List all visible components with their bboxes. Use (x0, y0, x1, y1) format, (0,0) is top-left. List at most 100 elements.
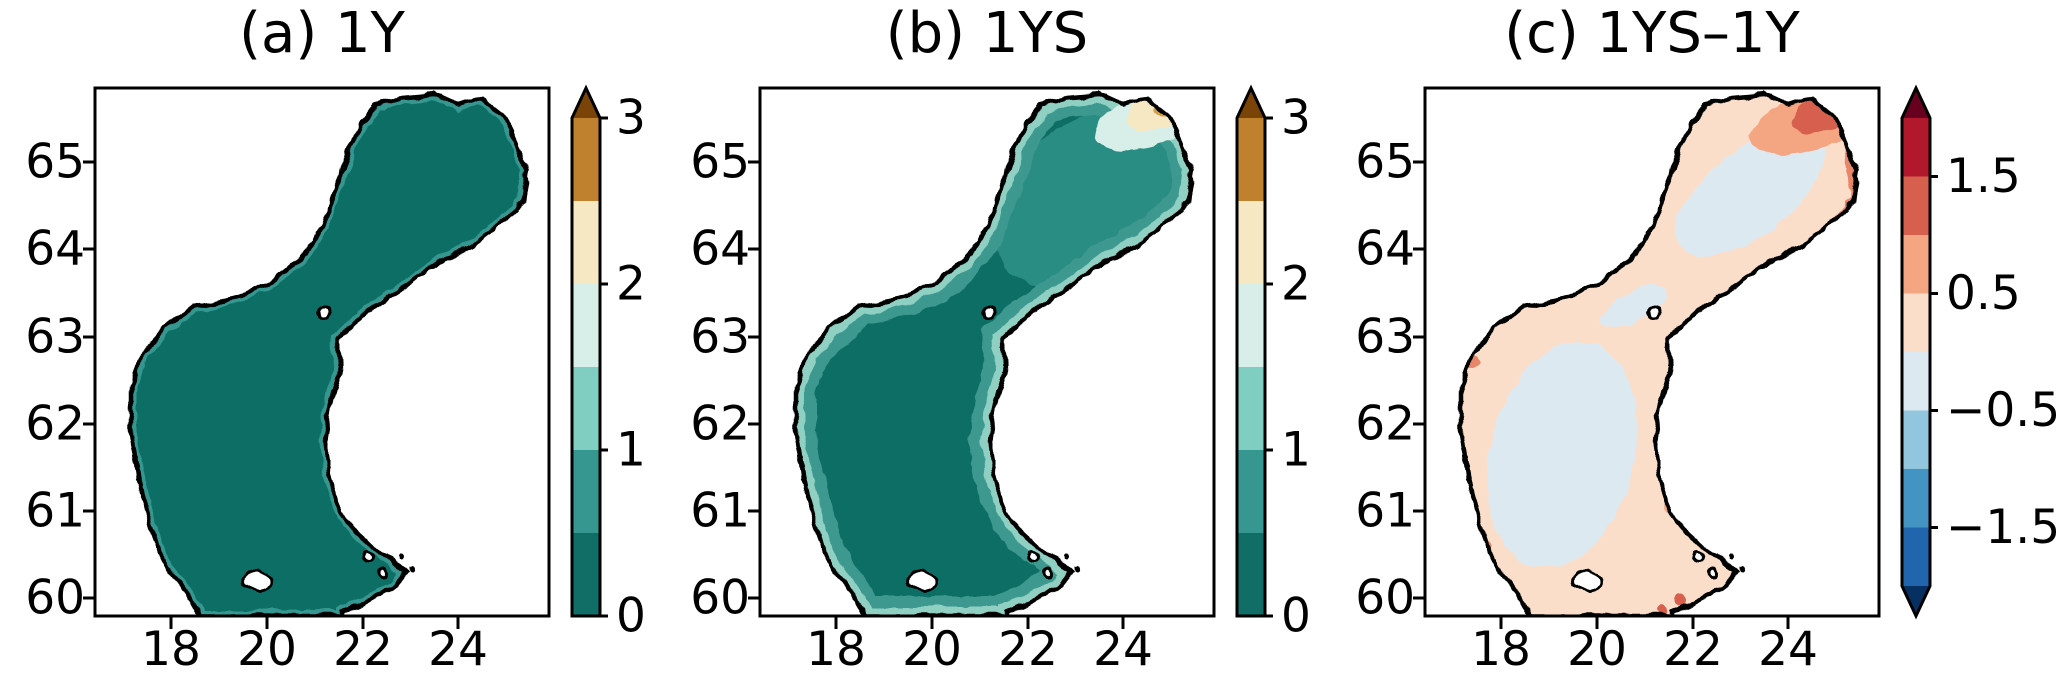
y-tick-label: 60 (690, 571, 750, 626)
y-tick-label: 64 (25, 222, 85, 277)
colorbar-segment (1902, 118, 1930, 177)
colorbar-outline (570, 84, 602, 618)
x-tick-label: 18 (806, 622, 866, 677)
y-tick-label: 63 (690, 310, 750, 365)
x-axis-labels: 18 20 22 24 (806, 622, 1153, 677)
panel-a: (a) 1Y (25, 1, 646, 677)
island (361, 551, 375, 565)
colorbar-extend-arrow (1237, 88, 1265, 118)
panel-b: (b) 1YS (690, 1, 1311, 677)
y-tick-label: 65 (1355, 135, 1415, 190)
colorbar-segment (1237, 284, 1265, 367)
y-tick-label: 62 (25, 397, 85, 452)
x-tick-label: 18 (141, 622, 201, 677)
colorbar-tick-label: 3 (1281, 91, 1311, 146)
colorbar-segment (1902, 410, 1930, 469)
panel-b-title: (b) 1YS (886, 1, 1088, 66)
y-tick-label: 63 (1355, 310, 1415, 365)
colorbar-segment (1902, 352, 1930, 411)
island (1042, 566, 1054, 578)
map-layer (131, 94, 528, 616)
panel-c-title: (c) 1YS–1Y (1504, 1, 1800, 66)
colorbar-segment (1902, 293, 1930, 352)
x-tick-label: 22 (1663, 622, 1723, 677)
plot-frame (93, 86, 551, 618)
island (241, 570, 273, 592)
island (316, 303, 332, 319)
x-tick-label: 24 (1758, 622, 1818, 677)
y-tick-label: 61 (1355, 484, 1415, 539)
negative-anomaly-south (1486, 342, 1638, 568)
colorbar-segment (1237, 118, 1265, 201)
axis-ticks (1413, 160, 1790, 629)
y-tick-label: 61 (690, 484, 750, 539)
colorbar-tick-label: 1 (616, 423, 646, 478)
colorbar-tick-label: 0 (1281, 589, 1311, 644)
colorbar-extend-arrow-top (1902, 88, 1930, 118)
y-tick-label: 65 (25, 135, 85, 190)
x-axis-labels: 18 20 22 24 (1471, 622, 1818, 677)
colorbar: 3 2 1 0 (1235, 84, 1311, 644)
colorbar-segment (1237, 201, 1265, 284)
islet (409, 567, 415, 573)
y-tick-label: 64 (690, 222, 750, 277)
y-tick-label: 63 (25, 310, 85, 365)
islet (1739, 567, 1745, 573)
islet (1064, 553, 1070, 559)
colorbar-tick-label: 1.5 (1946, 149, 2021, 204)
island (1571, 570, 1603, 592)
island (1026, 551, 1040, 565)
colorbar-segment (1237, 533, 1265, 616)
panel-a-title: (a) 1Y (239, 1, 405, 66)
x-tick-label: 24 (428, 622, 488, 677)
x-tick-label: 24 (1093, 622, 1153, 677)
colorbar-tick-label: 0 (616, 589, 646, 644)
y-tick-label: 60 (25, 571, 85, 626)
plot-frame (758, 86, 1216, 618)
colorbar-tick-label: 0.5 (1946, 266, 2021, 321)
colorbar-segment (572, 533, 600, 616)
x-tick-label: 20 (237, 622, 297, 677)
x-tick-label: 22 (998, 622, 1058, 677)
colorbar-segment (572, 201, 600, 284)
colorbar-outline (1235, 84, 1267, 618)
axis-ticks (748, 160, 1125, 629)
x-tick-label: 20 (1567, 622, 1627, 677)
y-tick-label: 62 (690, 397, 750, 452)
colorbar-segment (1902, 469, 1930, 528)
plot-frame (1423, 86, 1881, 618)
colorbar-segment (1237, 450, 1265, 533)
colorbar-tick-label: 2 (616, 257, 646, 312)
island (981, 303, 997, 319)
negative-anomaly-bay (1675, 129, 1825, 257)
colorbar-segment (1902, 235, 1930, 294)
coastal-red-spot (1658, 605, 1668, 615)
colorbar-segment (572, 450, 600, 533)
island (377, 566, 389, 578)
colorbar: 1.5 0.5 −0.5 −1.5 (1900, 84, 2060, 620)
colorbar: 3 2 1 0 (570, 84, 646, 644)
x-axis-labels: 18 20 22 24 (141, 622, 488, 677)
y-axis-labels: 65 64 63 62 61 60 (690, 135, 750, 626)
axis-ticks (83, 160, 460, 629)
y-tick-label: 60 (1355, 571, 1415, 626)
colorbar-segment (1902, 176, 1930, 235)
islet (1729, 553, 1735, 559)
islet (1074, 567, 1080, 573)
x-tick-label: 20 (902, 622, 962, 677)
y-tick-label: 62 (1355, 397, 1415, 452)
islet (399, 553, 405, 559)
coastal-red-spot (1674, 594, 1686, 606)
island (1707, 566, 1719, 578)
island (1646, 303, 1662, 319)
colorbar-tick-label: −1.5 (1946, 500, 2060, 555)
island (906, 570, 938, 592)
colorbar-tick-label: 3 (616, 91, 646, 146)
x-tick-label: 22 (333, 622, 393, 677)
y-tick-label: 61 (25, 484, 85, 539)
colorbar-segment (1902, 527, 1930, 586)
colorbar-extend-arrow (572, 88, 600, 118)
colorbar-tick-label: 2 (1281, 257, 1311, 312)
x-tick-label: 18 (1471, 622, 1531, 677)
